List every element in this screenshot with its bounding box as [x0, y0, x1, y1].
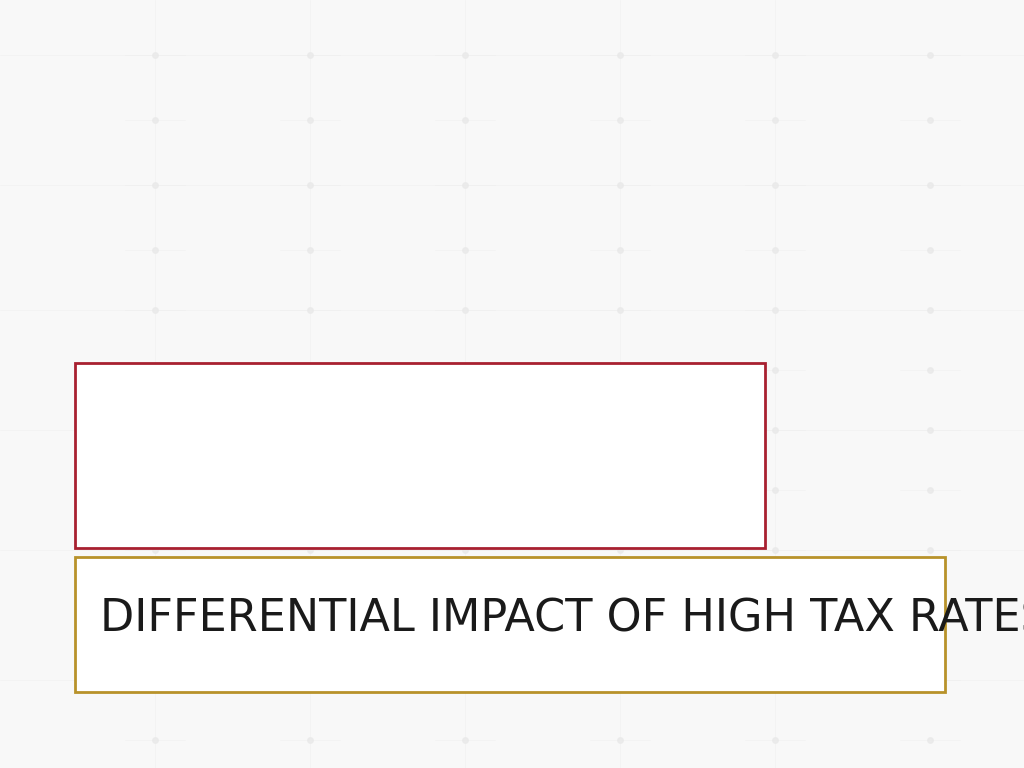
Bar [75, 363, 765, 548]
Bar [75, 557, 945, 692]
Text: DIFFERENTIAL IMPACT OF HIGH TAX RATES: DIFFERENTIAL IMPACT OF HIGH TAX RATES [100, 598, 1024, 641]
